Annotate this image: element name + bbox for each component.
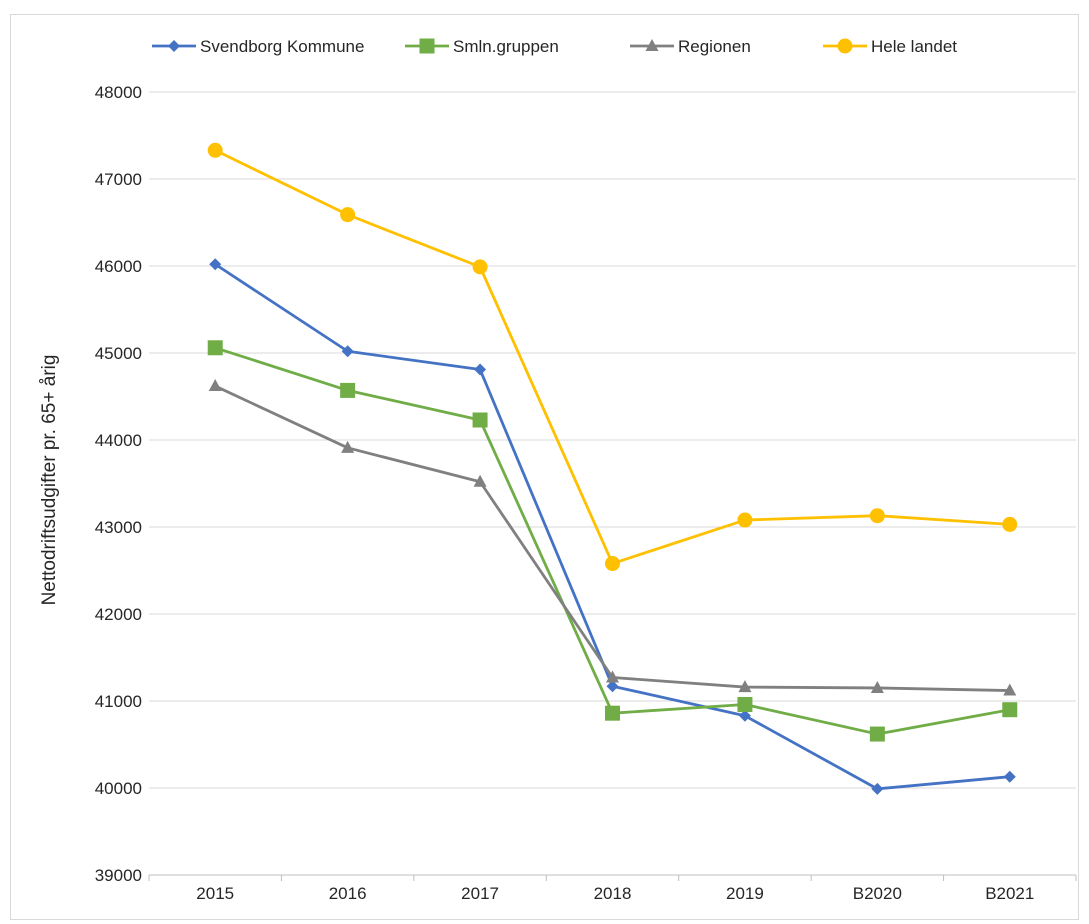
chart-frame	[10, 14, 1079, 920]
legend-item-smln-gruppen: Smln.gruppen	[405, 37, 559, 56]
data-point-hele-landet-2017	[472, 259, 488, 275]
data-point-svendborg-kommune-2016	[341, 345, 354, 358]
y-tick-label-42000: 42000	[95, 605, 142, 624]
y-tick-label-44000: 44000	[95, 431, 142, 450]
data-point-hele-landet-2019	[737, 512, 753, 528]
x-tick-label-B2020: B2020	[853, 884, 902, 903]
legend-marker-smln-gruppen	[419, 38, 435, 54]
legend-marker-regionen	[645, 39, 659, 51]
legend-item-hele-landet: Hele landet	[823, 37, 957, 56]
x-tick-label-2015: 2015	[196, 884, 234, 903]
legend-label-svendborg-kommune: Svendborg Kommune	[200, 37, 364, 56]
series-regionen	[208, 379, 1017, 696]
grid-lines	[149, 91, 1076, 789]
y-axis-label: Nettodriftsudgifter pr. 65+ årig	[39, 355, 60, 606]
data-point-regionen-b2020	[870, 680, 884, 693]
data-point-hele-landet-b2021	[1002, 516, 1018, 532]
y-tick-label-40000: 40000	[95, 779, 142, 798]
data-point-smln-gruppen-2017	[472, 412, 488, 428]
data-point-regionen-2017	[473, 474, 487, 487]
x-tick-label-B2021: B2021	[985, 884, 1034, 903]
data-point-hele-landet-2018	[605, 556, 620, 572]
x-tick-label-2018: 2018	[594, 884, 632, 903]
data-point-regionen-2018	[606, 670, 619, 683]
legend-marker-hele-landet	[837, 38, 853, 54]
data-point-smln-gruppen-2015	[207, 340, 223, 356]
data-point-smln-gruppen-2018	[605, 705, 620, 721]
data-point-svendborg-kommune-b2021	[1003, 770, 1016, 783]
series-svendborg-kommune	[209, 258, 1016, 795]
legend: Svendborg Kommune Smln.gruppen Regionen Hel…	[152, 37, 957, 56]
y-tick-label-47000: 47000	[95, 170, 142, 189]
data-point-svendborg-kommune-2015	[209, 258, 222, 271]
data-point-svendborg-kommune-b2020	[871, 782, 884, 795]
series-hele-landet	[207, 142, 1018, 572]
legend-label-regionen: Regionen	[678, 37, 751, 56]
y-tick-label-41000: 41000	[95, 692, 142, 711]
legend-marker-svendborg-kommune	[168, 40, 180, 52]
data-point-smln-gruppen-2016	[340, 382, 356, 398]
x-tick-label-2017: 2017	[461, 884, 499, 903]
data-point-svendborg-kommune-2018	[606, 680, 619, 693]
axes: 39000 40000 41000 42000 43000 44000 45000 46000…	[95, 83, 1077, 903]
series-line-regionen	[214, 384, 1010, 692]
data-point-regionen-2019	[738, 680, 752, 693]
data-point-smln-gruppen-b2021	[1002, 702, 1018, 718]
data-point-smln-gruppen-b2020	[869, 726, 885, 742]
series-smln-gruppen	[207, 340, 1018, 742]
x-tick-label-2016: 2016	[329, 884, 367, 903]
data-point-regionen-b2021	[1003, 683, 1017, 696]
legend-item-regionen: Regionen	[630, 37, 751, 56]
data-point-hele-landet-2015	[207, 142, 223, 158]
y-tick-label-43000: 43000	[95, 518, 142, 537]
x-tick-label-2019: 2019	[726, 884, 764, 903]
data-point-regionen-2015	[208, 379, 222, 392]
data-point-hele-landet-2016	[340, 207, 356, 223]
data-point-smln-gruppen-2019	[737, 696, 753, 712]
y-tick-label-46000: 46000	[95, 257, 142, 276]
series-layer	[207, 142, 1018, 795]
y-tick-label-39000: 39000	[95, 866, 142, 885]
legend-item-svendborg-kommune: Svendborg Kommune	[152, 37, 364, 56]
data-point-hele-landet-b2020	[869, 508, 885, 524]
y-tick-label-45000: 45000	[95, 344, 142, 363]
data-point-regionen-2016	[341, 440, 355, 453]
data-point-svendborg-kommune-2019	[738, 709, 751, 722]
series-line-hele-landet	[214, 149, 1010, 565]
legend-label-smln-gruppen: Smln.gruppen	[453, 37, 559, 56]
y-tick-label-48000: 48000	[95, 83, 142, 102]
legend-label-hele-landet: Hele landet	[871, 37, 957, 56]
data-point-svendborg-kommune-2017	[474, 363, 487, 376]
